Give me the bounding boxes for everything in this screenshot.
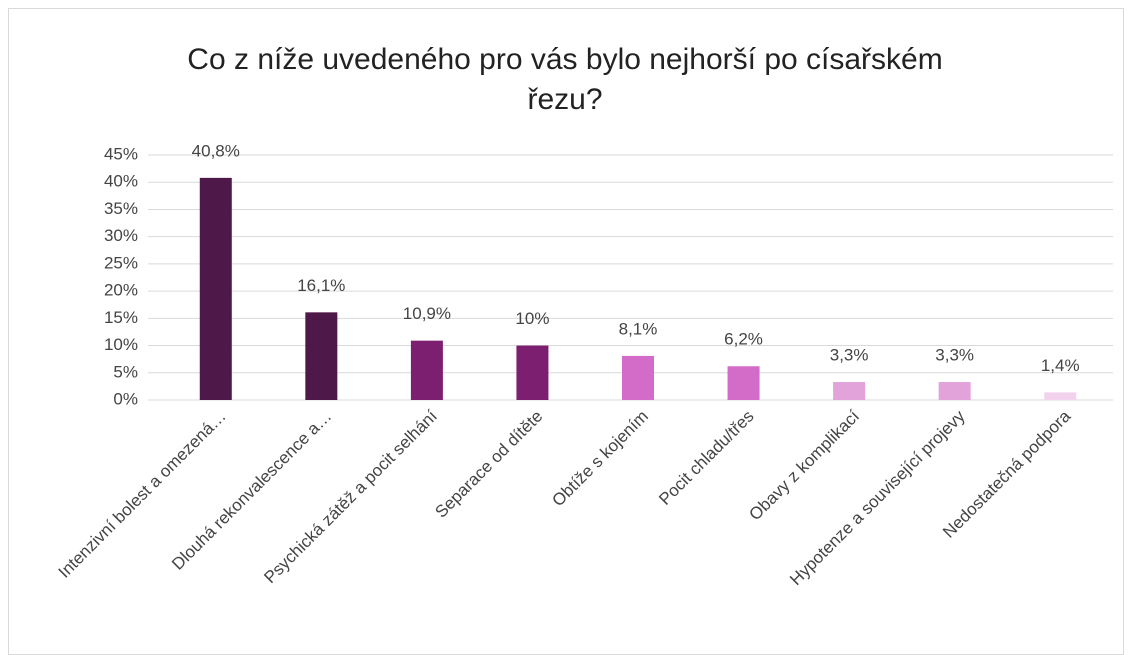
y-tick-label: 0%: [113, 389, 138, 408]
chart-title: Co z níže uvedeného pro vás bylo nejhorš…: [187, 43, 943, 116]
data-label: 6,2%: [724, 330, 763, 349]
bar: [516, 345, 549, 400]
bar: [410, 340, 443, 400]
data-label: 40,8%: [192, 141, 240, 160]
bar: [1044, 392, 1077, 400]
data-label: 3,3%: [935, 346, 974, 365]
data-label: 16,1%: [297, 276, 345, 295]
y-tick-label: 5%: [113, 362, 138, 381]
data-label: 3,3%: [830, 346, 869, 365]
x-tick-label: Obavy z komplikací: [745, 406, 863, 524]
bar: [305, 312, 338, 400]
y-tick-label: 45%: [104, 144, 138, 163]
data-label: 10,9%: [403, 304, 451, 323]
bar: [199, 177, 232, 400]
data-label: 10%: [515, 309, 549, 328]
y-tick-label: 40%: [104, 172, 138, 191]
bar: [833, 382, 866, 400]
x-tick-label: Hypotenze a související projevy: [786, 406, 969, 589]
x-tick-label: Separace od dítěte: [431, 407, 546, 522]
bar: [622, 355, 654, 400]
bar: [727, 366, 760, 400]
y-tick-label: 15%: [104, 308, 138, 327]
y-tick-label: 25%: [104, 253, 138, 272]
bar: [938, 382, 971, 400]
y-tick-label: 10%: [104, 335, 138, 354]
x-tick-label: Intenzivní bolest a omezená…: [55, 407, 230, 582]
x-tick-label: Pocit chladu/třes: [655, 407, 757, 509]
y-tick-label: 35%: [104, 199, 138, 218]
y-tick-label: 30%: [104, 226, 138, 245]
data-label: 8,1%: [619, 319, 658, 338]
y-tick-label: 20%: [104, 281, 138, 300]
data-label: 1,4%: [1041, 356, 1080, 375]
x-tick-label: Obtíže s kojením: [548, 407, 652, 511]
x-tick-label: Psychická zátěž a pocit selhání: [260, 406, 441, 587]
